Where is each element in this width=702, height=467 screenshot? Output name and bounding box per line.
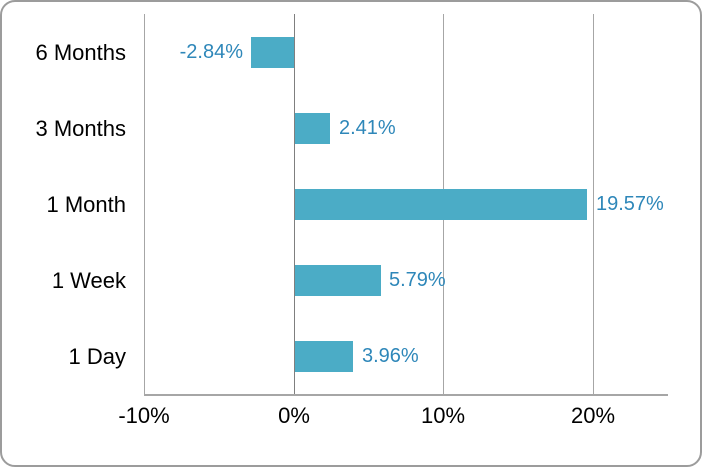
data-label: 19.57% [596,193,664,215]
x-gridline [593,14,594,394]
data-label: 5.79% [389,269,446,291]
data-bar [294,265,381,296]
x-axis-tick-label: 10% [420,403,466,428]
x-axis-tick-label: -10% [118,403,170,428]
x-axis-line [144,394,668,396]
category-label: 3 Months [35,116,127,141]
category-label: 1 Month [46,192,127,217]
category-label: 1 Day [68,344,126,369]
x-axis-tick-label: 0% [278,403,310,428]
x-gridline [144,14,145,394]
zero-axis-line [294,14,295,394]
data-label: -2.84% [179,41,243,63]
data-label: 3.96% [362,345,419,367]
data-bar [294,113,330,144]
data-bar [294,341,353,372]
x-axis-tick-label: 20% [570,403,616,428]
data-bar [251,37,294,68]
data-label: 2.41% [339,117,396,139]
category-label: 6 Months [35,40,127,65]
data-bar [294,189,587,220]
category-label: 1 Week [51,268,126,293]
